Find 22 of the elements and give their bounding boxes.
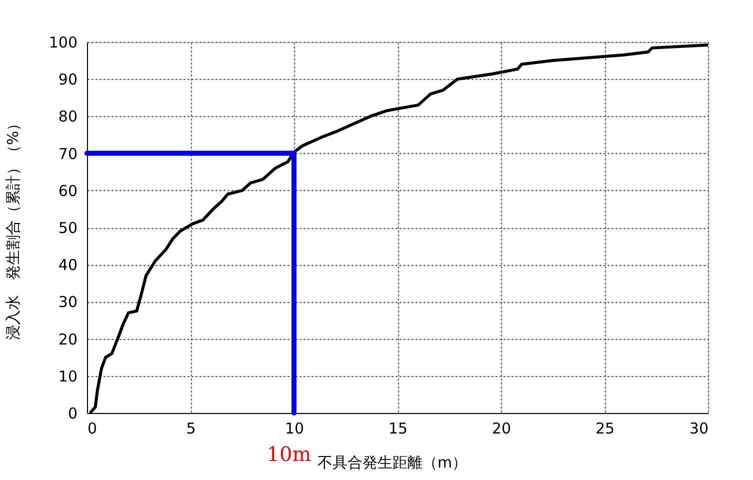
- y-tick-label: 20: [58, 330, 78, 348]
- y-tick-label: 90: [58, 70, 78, 89]
- x-tick-label: 30: [689, 420, 708, 438]
- line-series: [88, 43, 710, 414]
- y-tick-label: 40: [58, 256, 78, 274]
- y-tick-label: 0: [68, 404, 78, 422]
- x-tick-label: 0: [88, 420, 98, 438]
- y-axis-title: 浸入水 発生割合（累計）（%）: [4, 116, 22, 340]
- y-tick-label: 80: [58, 108, 78, 126]
- y-tick-label: 70: [58, 144, 78, 163]
- y-tick-label: 30: [58, 293, 78, 312]
- x-tick-label: 5: [186, 420, 196, 438]
- y-tick-label: 100: [48, 34, 78, 52]
- x-tick-label: 15: [388, 420, 408, 438]
- annotation: 10m: [266, 442, 312, 466]
- x-tick-label: 25: [595, 420, 615, 438]
- x-tick-label: 20: [492, 420, 512, 438]
- y-tick-label: 50: [58, 219, 78, 237]
- x-axis-title: 不具合発生距離（m）: [318, 454, 468, 472]
- y-tick-label: 10: [58, 367, 78, 386]
- x-tick-label: 10: [284, 420, 304, 438]
- y-tick-label: 60: [58, 182, 78, 200]
